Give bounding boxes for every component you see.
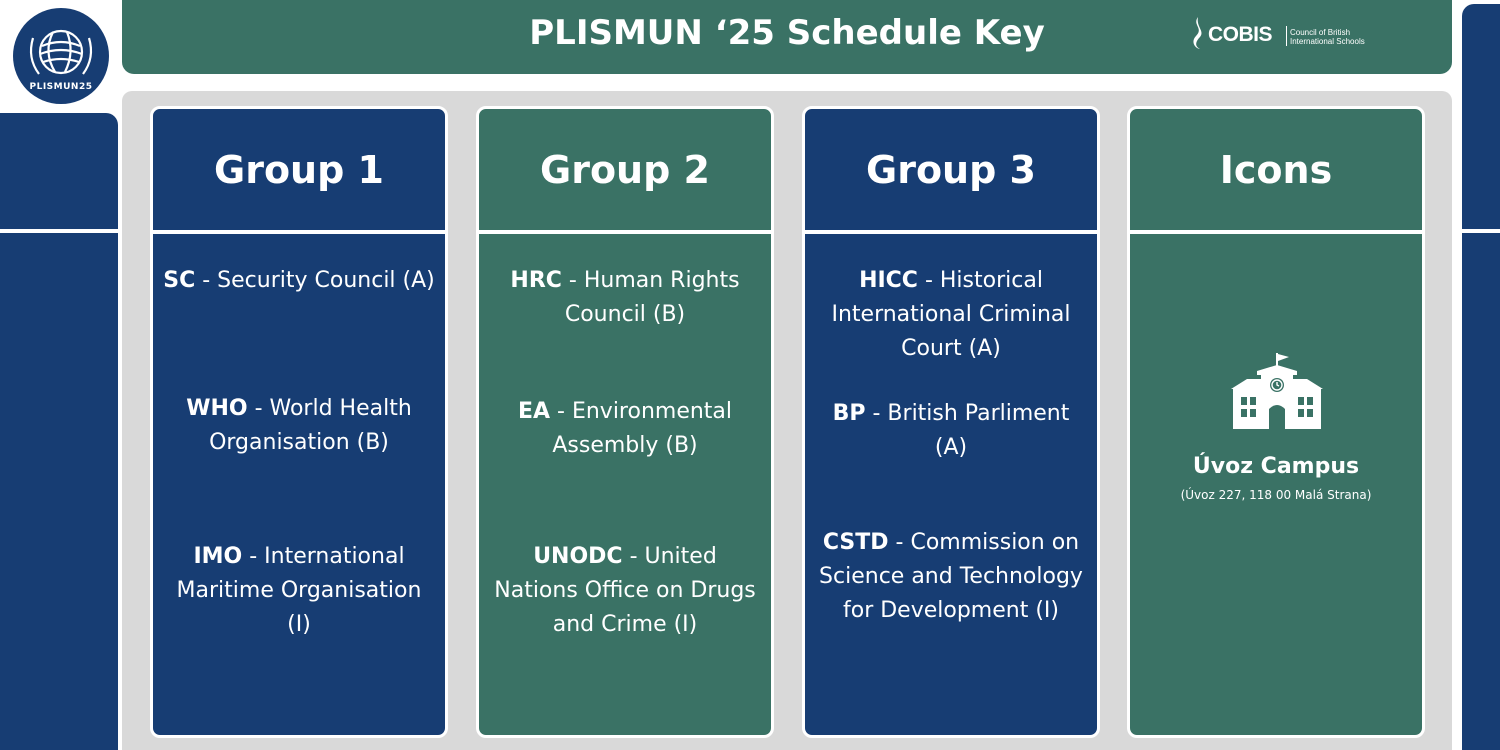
committee-abbr: CSTD — [822, 530, 889, 555]
committee-item: HRC - Human Rights Council (B) — [489, 264, 761, 332]
committee-abbr: SC — [163, 268, 196, 293]
right-side-bar — [1462, 4, 1500, 750]
group-title: Group 3 — [805, 109, 1097, 234]
committee-name: - World Health Organisation (B) — [209, 396, 412, 455]
committee-name: - Commission on Science and Technology f… — [819, 530, 1083, 623]
committee-item: UNODC - United Nations Office on Drugs a… — [489, 540, 761, 642]
committee-name: - United Nations Office on Drugs and Cri… — [494, 544, 756, 637]
plismun-logo: PLISMUN25 — [13, 8, 109, 104]
logo-text: PLISMUN25 — [29, 82, 93, 92]
committee-abbr: IMO — [193, 544, 243, 569]
committee-abbr: EA — [517, 399, 551, 424]
page-title: PLISMUN ‘25 Schedule Key — [529, 13, 1045, 53]
committee-item: HICC - Historical International Criminal… — [815, 264, 1087, 366]
committee-abbr: UNODC — [533, 544, 623, 569]
committee-abbr: WHO — [186, 396, 248, 421]
left-side-bar — [0, 113, 118, 750]
cobis-wordmark: COBIS — [1208, 23, 1273, 46]
group-title: Group 1 — [153, 109, 445, 234]
flame-icon — [1193, 17, 1202, 49]
committee-item: EA - Environmental Assembly (B) — [489, 395, 761, 463]
committee-name: - Security Council (A) — [195, 268, 435, 293]
committee-item: SC - Security Council (A) — [163, 264, 435, 298]
right-side-divider — [1462, 229, 1500, 233]
committee-item: CSTD - Commission on Science and Technol… — [815, 526, 1087, 628]
committee-abbr: BP — [832, 401, 866, 426]
committee-abbr: HICC — [859, 268, 918, 293]
left-side-divider — [0, 229, 118, 233]
icons-card: Icons Úvoz Campus (Úvoz 227, 118 0 — [1127, 106, 1425, 738]
committee-item: IMO - International Maritime Organisatio… — [163, 540, 435, 642]
header-bar: PLISMUN ‘25 Schedule Key COBIS Council o… — [122, 0, 1452, 74]
group-card-3: Group 3 HICC - Historical International … — [802, 106, 1100, 738]
committee-item: BP - British Parliment (A) — [815, 397, 1087, 465]
committee-item: WHO - World Health Organisation (B) — [163, 392, 435, 460]
cobis-logo: COBIS Council of British International S… — [1188, 14, 1388, 52]
campus-name: Úvoz Campus — [1192, 454, 1360, 479]
cobis-separator — [1286, 26, 1287, 46]
icons-title: Icons — [1130, 109, 1422, 234]
group-title: Group 2 — [479, 109, 771, 234]
committee-abbr: HRC — [510, 268, 562, 293]
group-card-1: Group 1 SC - Security Council (A) WHO - … — [150, 106, 448, 738]
school-building-icon — [1231, 353, 1323, 429]
campus-address: (Úvoz 227, 118 00 Malá Strana) — [1180, 488, 1372, 502]
committee-name: - Human Rights Council (B) — [561, 268, 740, 327]
committee-name: - British Parliment (A) — [865, 401, 1070, 460]
globe-laurel-icon — [29, 29, 93, 75]
group-card-2: Group 2 HRC - Human Rights Council (B) E… — [476, 106, 774, 738]
cobis-subtitle: Council of British International Schools — [1290, 28, 1365, 46]
committee-name: - Historical International Criminal Cour… — [831, 268, 1071, 361]
committee-name: - International Maritime Organisation (I… — [176, 544, 422, 637]
committee-name: - Environmental Assembly (B) — [550, 399, 733, 458]
